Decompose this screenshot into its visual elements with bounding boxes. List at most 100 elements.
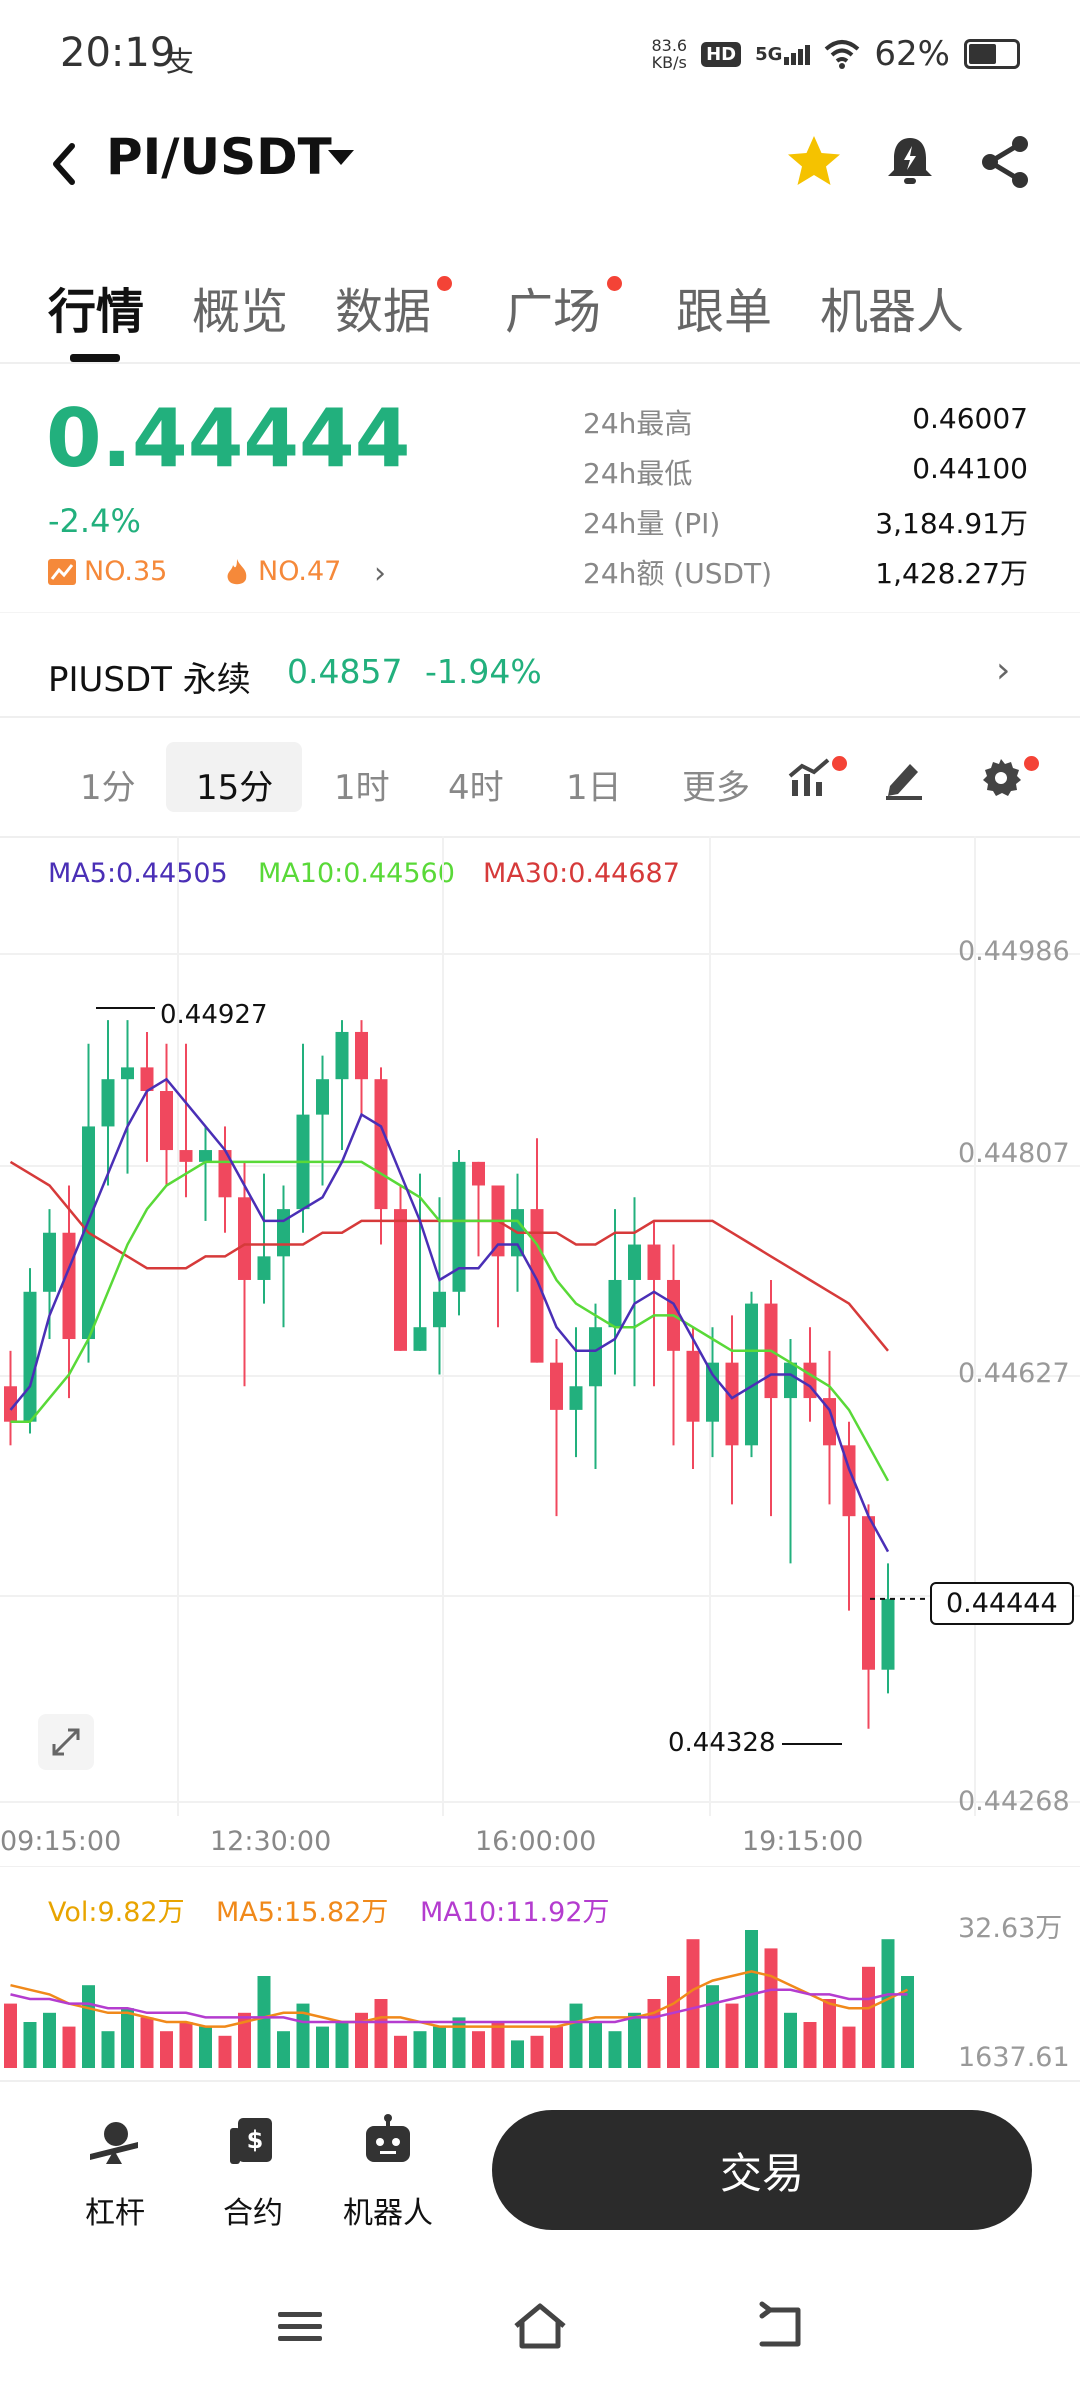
candle-body [530,1209,544,1363]
alarm-bell-icon[interactable] [878,130,942,194]
volume-min-label: 1637.61 [958,2042,1070,2073]
volume-bar [667,1976,680,2068]
candle-body [335,1031,349,1080]
volume-bar [569,2003,583,2068]
indicators-icon[interactable] [788,756,836,800]
last-price: 0.44444 [46,392,411,485]
rank-gainers-badge[interactable]: NO.35 [48,556,167,587]
candle-body [413,1327,427,1351]
stat-value-volume: 3,184.91万 [875,507,1028,540]
signal-icon: 5G [755,44,811,65]
settings-gear-icon[interactable] [980,756,1022,798]
candle-body [316,1079,329,1115]
volume-bar [160,2031,173,2068]
volume-bar [842,2026,856,2068]
draw-tool-icon[interactable] [884,756,926,800]
volume-bar [355,2012,368,2068]
volume-bar [589,2022,602,2068]
divider [0,362,1080,364]
rank-hot-badge[interactable]: NO.47 [224,556,341,587]
contract-label[interactable]: 合约 [223,2196,283,2231]
timeframe-more[interactable]: 更多 [682,768,750,808]
volume-bar [803,2022,817,2068]
chevron-right-icon[interactable]: › [996,650,1011,691]
tab-data[interactable]: 数据 [335,284,432,340]
stat-label-volume: 24h量 (PI) [583,507,721,540]
timeframe-1d[interactable]: 1日 [566,768,622,808]
x-axis-label: 09:15:00 [0,1826,122,1857]
trend-up-icon [48,558,76,585]
volume-bar [530,2035,544,2068]
svg-text:$: $ [247,2126,264,2154]
menu-icon[interactable] [270,2296,330,2356]
timeframe-1h[interactable]: 1时 [334,768,390,808]
stat-label-low: 24h最低 [583,457,693,490]
status-time: 20:19 [60,30,176,76]
volume-bar [316,2026,329,2068]
back-nav-icon[interactable] [750,2296,810,2356]
battery-percent: 62% [874,34,950,74]
timeframe-active-highlight [166,742,302,812]
tab-overview[interactable]: 概览 [192,284,289,340]
candle-body [121,1067,134,1080]
volume-bar [179,2022,193,2068]
timeframe-4h[interactable]: 4时 [448,768,504,808]
volume-bar [491,2022,505,2068]
x-axis-label: 16:00:00 [475,1826,597,1857]
candlestick-chart[interactable] [0,836,1080,1836]
candle-body [608,1279,622,1328]
chevron-down-icon[interactable] [328,150,354,165]
volume-bar [881,1939,895,2068]
tab-square[interactable]: 广场 [505,284,602,340]
candle-body [472,1161,485,1186]
candle-body [823,1398,836,1446]
volume-bar [764,1948,778,2068]
robot-icon[interactable] [360,2114,416,2170]
stat-value-turnover: 1,428.27万 [875,557,1028,590]
candle-body [433,1291,446,1328]
leverage-label[interactable]: 杠杆 [85,2196,145,2231]
pair-title[interactable]: PI/USDT [106,128,332,186]
candle-body [355,1031,368,1080]
ma10-legend: MA10:0.44560 [258,858,455,889]
candle-body [784,1362,797,1399]
y-axis-label: 0.44268 [958,1786,1070,1817]
volume-bar [121,2008,134,2068]
trade-button[interactable]: 交易 [492,2110,1032,2230]
expand-chart-button[interactable] [38,1714,94,1770]
stat-label-high: 24h最高 [583,407,693,440]
candle-body [706,1362,719,1422]
volume-bar [199,2026,212,2068]
timeframe-1m[interactable]: 1分 [80,768,136,808]
volume-bar [686,1939,700,2068]
leverage-icon[interactable] [86,2114,142,2170]
timeframe-15m[interactable]: 15分 [196,768,274,808]
stat-label-turnover: 24h额 (USDT) [583,557,773,590]
tab-copy-trading[interactable]: 跟单 [676,284,773,340]
contract-icon[interactable]: $ [224,2114,280,2170]
volume-bar [784,2012,797,2068]
candle-body [686,1350,700,1422]
candle-body [179,1150,193,1162]
chevron-right-icon[interactable]: › [374,556,386,591]
star-icon[interactable] [782,130,846,194]
volume-ma10-line [10,1988,908,2024]
status-indicators: 83.6 KB/s HD 5G 62% [651,34,1020,74]
high-marker-label: 0.44927 [160,1000,268,1030]
volume-bar [628,2012,641,2068]
bots-label[interactable]: 机器人 [343,2196,433,2231]
volume-legend: Vol:9.82万 [48,1897,185,1928]
tab-market[interactable]: 行情 [48,284,145,340]
share-icon[interactable] [974,130,1038,194]
candle-body [199,1150,212,1162]
back-icon[interactable] [44,134,84,194]
candle-body [140,1067,154,1092]
volume-bar [550,2026,563,2068]
volume-bar [43,2012,56,2068]
home-icon[interactable] [510,2296,570,2356]
candle-body [647,1244,661,1280]
volume-bar [823,1999,836,2068]
volume-bar [335,2022,349,2068]
tab-bots[interactable]: 机器人 [820,284,965,340]
volume-bar [511,2040,524,2068]
